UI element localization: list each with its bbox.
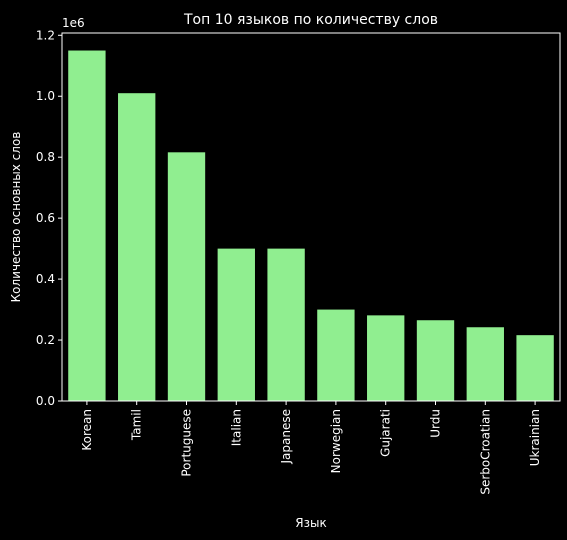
bar-japanese	[267, 248, 305, 401]
y-tick-label: 0.2	[36, 333, 55, 347]
bar-portuguese	[167, 152, 206, 401]
bar-tamil	[118, 93, 156, 401]
bar-serbocroatian	[466, 327, 504, 401]
x-tick-label-urdu: Urdu	[429, 409, 443, 438]
x-tick-label-norwegian: Norwegian	[329, 409, 343, 473]
y-tick-label: 1.0	[36, 89, 55, 103]
x-ticks-group: Korean Tamil Portuguese Italian Japanese Norw…	[80, 401, 542, 495]
chart-title: Топ 10 языков по количеству слов	[183, 12, 438, 28]
y-tick-label: 0.4	[36, 272, 55, 286]
bar-italian	[217, 248, 255, 401]
x-tick-label-gujarati: Gujarati	[379, 409, 393, 457]
y-tick-label: 0.8	[36, 150, 55, 164]
x-tick-label-serbocroatian: SerboCroatian	[478, 409, 492, 495]
x-tick-label-japanese: Japanese	[279, 409, 293, 465]
x-tick-label-korean: Korean	[80, 409, 94, 451]
bars-group	[68, 50, 554, 402]
bar-korean	[68, 50, 106, 402]
x-tick-label-portuguese: Portuguese	[180, 409, 194, 477]
x-tick-label-tamil: Tamil	[130, 409, 144, 441]
x-tick-label-italian: Italian	[229, 409, 243, 446]
y-axis-label: Количество основных слов	[9, 132, 23, 303]
y-tick-label: 0.0	[36, 394, 55, 408]
y-tick-label: 0.6	[36, 211, 55, 225]
bar-norwegian	[317, 309, 355, 401]
x-axis-label: Язык	[295, 516, 326, 530]
x-tick-label-ukrainian: Ukrainian	[528, 409, 542, 466]
bar-urdu	[416, 320, 455, 401]
bar-gujarati	[367, 315, 405, 401]
bar-ukrainian	[516, 335, 554, 401]
y-axis-offset-label: 1e6	[62, 16, 85, 30]
y-ticks-group: 0.0 0.2 0.4 0.6 0.8 1.0 1.2	[36, 28, 62, 408]
plot-frame	[61, 32, 561, 402]
y-tick-label: 1.2	[36, 28, 55, 42]
